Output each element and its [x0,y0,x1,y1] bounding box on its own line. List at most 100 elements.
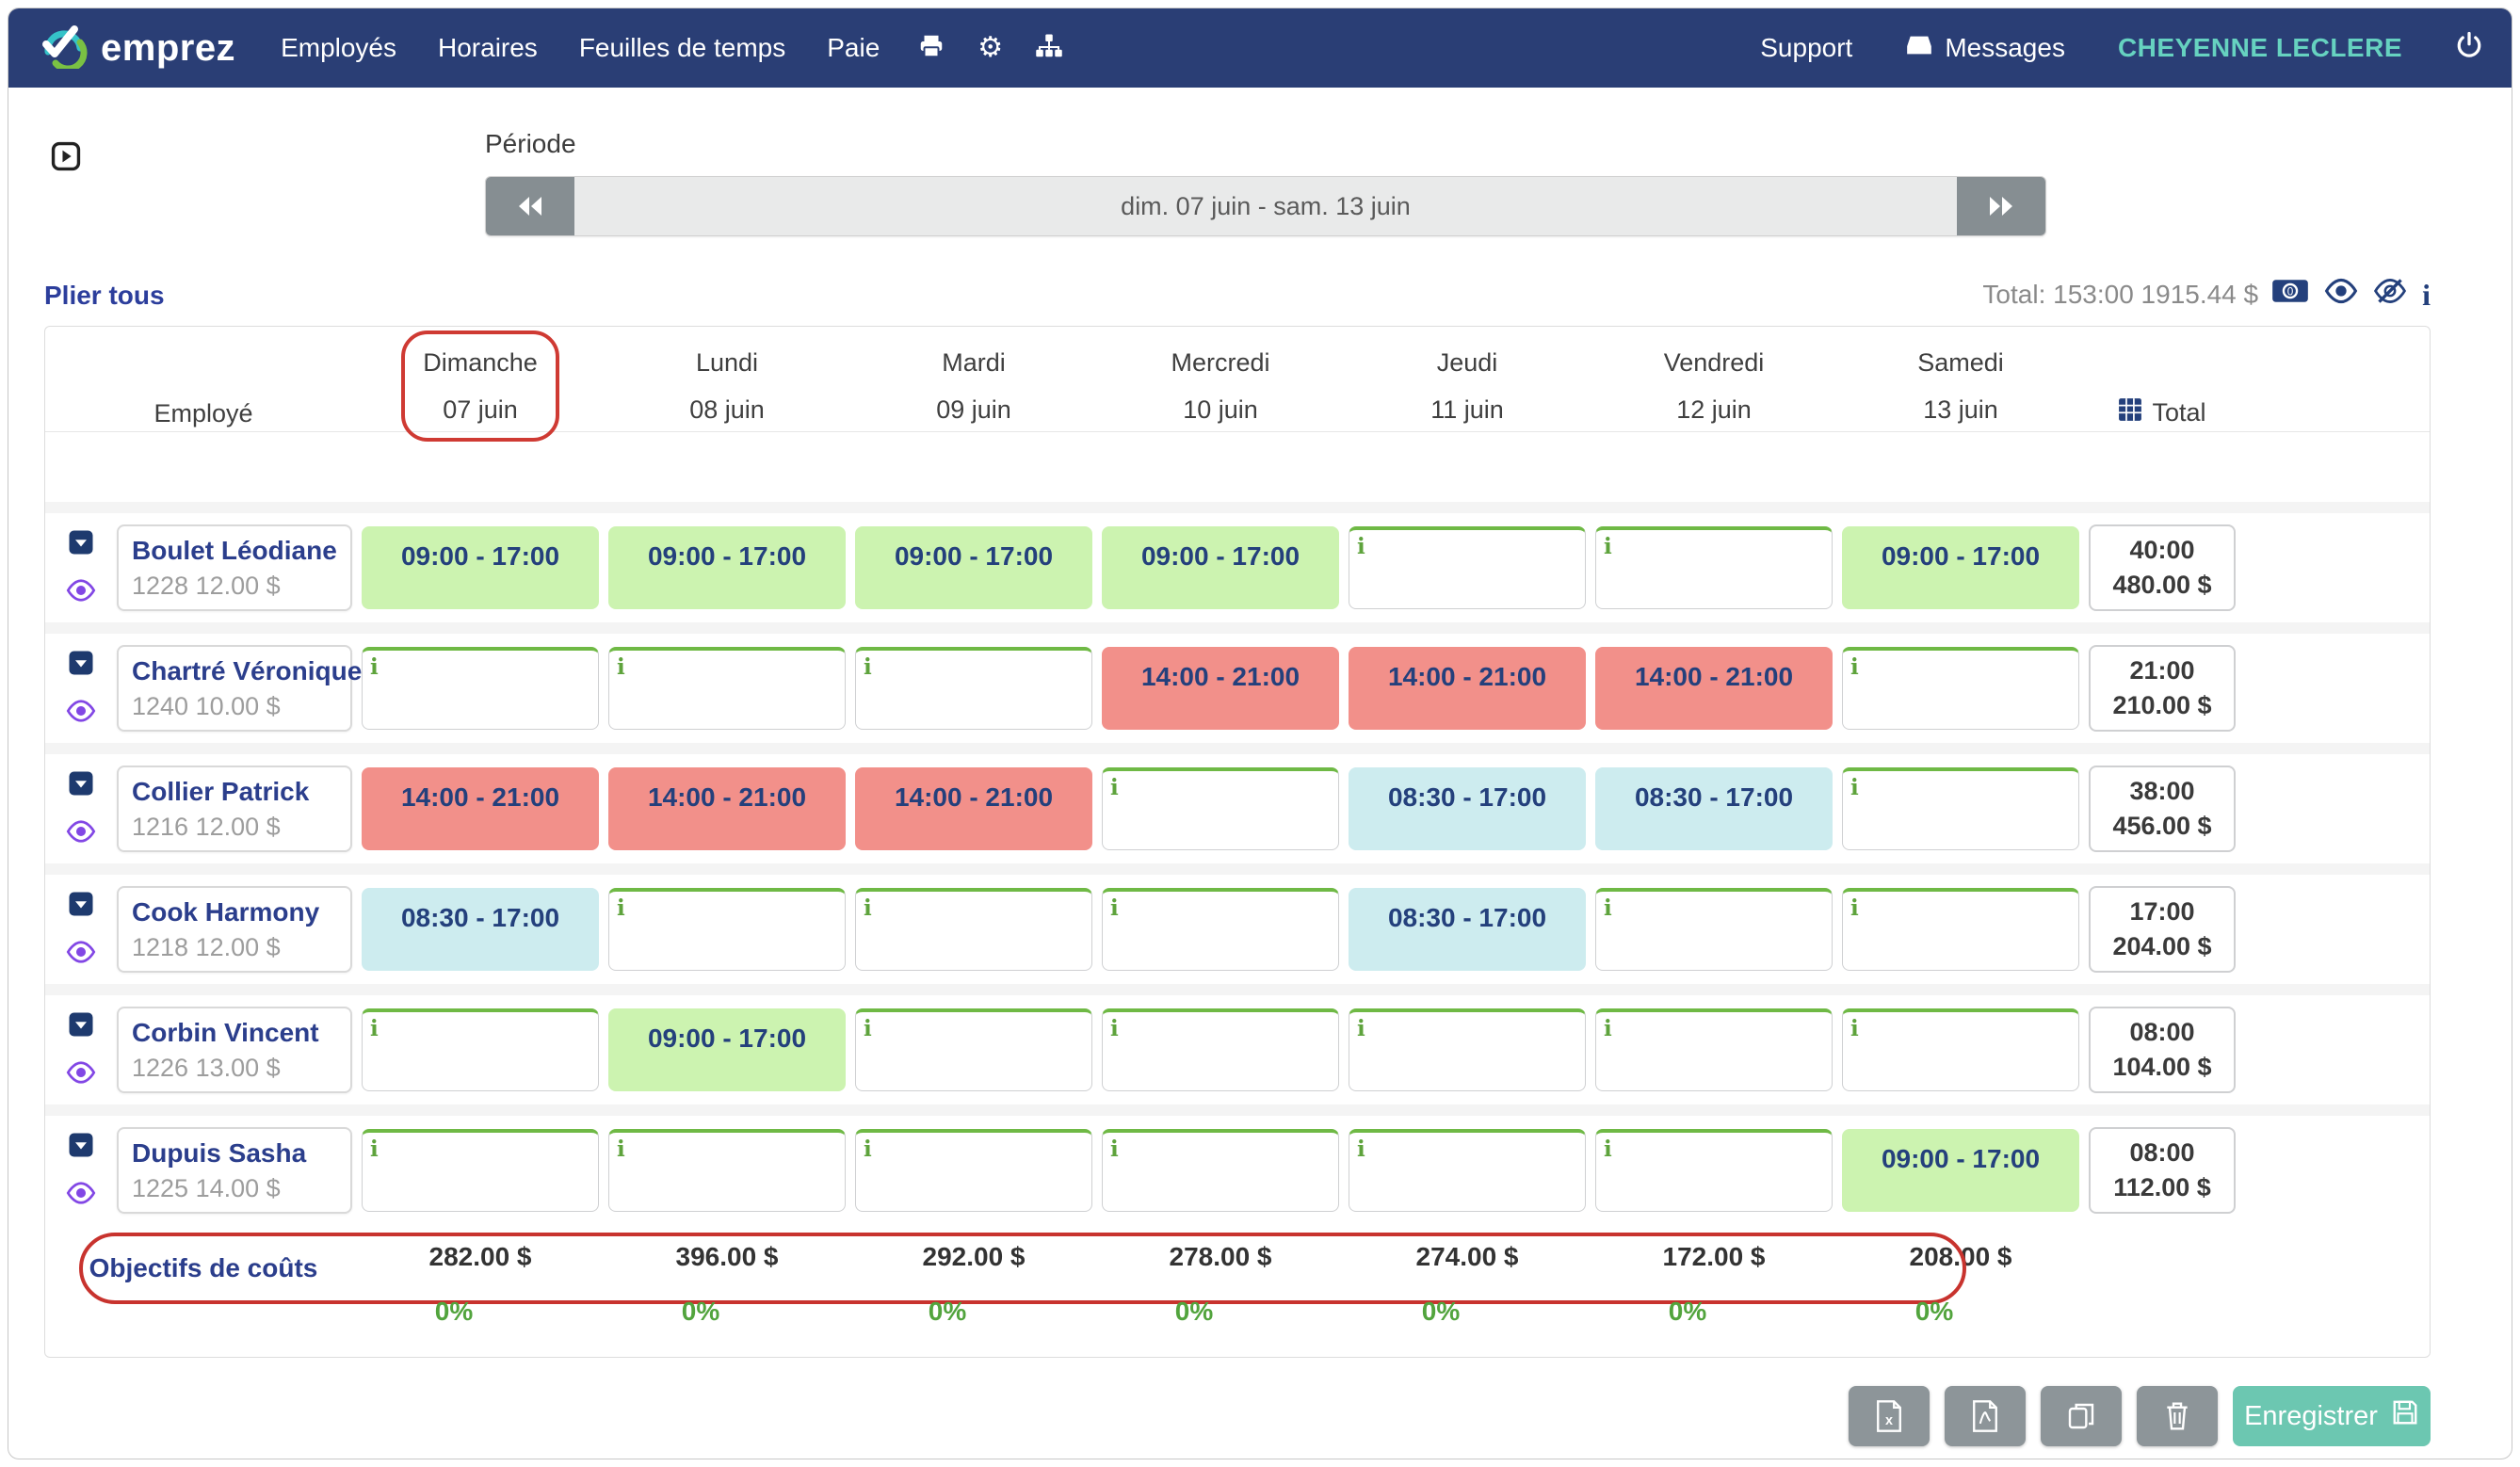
sitemap-icon[interactable] [1035,32,1063,65]
employee-card[interactable]: Boulet Léodiane 1228 12.00 $ [117,524,352,611]
shift-cell-empty[interactable]: i [1349,526,1586,609]
shift-cell[interactable]: 09:00 - 17:00 [608,526,846,609]
shift-cell[interactable]: 09:00 - 17:00 [1842,1129,2079,1212]
employee-card[interactable]: Corbin Vincent 1226 13.00 $ [117,1007,352,1093]
shift-cell[interactable]: 09:00 - 17:00 [1842,526,2079,609]
employee-card[interactable]: Chartré Véronique 1240 10.00 $ [117,645,362,732]
footer-actions: x Enregistrer [44,1386,2431,1446]
shift-cell-empty[interactable]: i [1842,1008,2079,1091]
caret-square-down-icon[interactable] [67,649,95,682]
shift-cell-empty[interactable]: i [1102,767,1339,850]
shift-cell[interactable]: 08:30 - 17:00 [362,888,599,971]
save-button[interactable]: Enregistrer [2233,1386,2431,1446]
print-icon[interactable] [917,32,945,65]
caret-square-down-icon[interactable] [67,1010,95,1043]
shift-cell[interactable]: 14:00 - 21:00 [1102,647,1339,730]
eye-purple-icon[interactable] [66,578,96,607]
shift-cell-empty[interactable]: i [1595,888,1833,971]
nav-item-feuilles[interactable]: Feuilles de temps [578,33,786,62]
shift-cell-empty[interactable]: i [1595,1129,1833,1212]
shift-cell[interactable]: 14:00 - 21:00 [855,767,1092,850]
nav-item-paie[interactable]: Paie [827,33,880,62]
delete-button[interactable] [2137,1386,2218,1446]
caret-square-down-icon[interactable] [67,1131,95,1164]
eye-icon[interactable] [2324,278,2358,311]
power-icon[interactable] [2455,31,2483,66]
copy-button[interactable] [2041,1386,2122,1446]
shift-cell-empty[interactable]: i [1595,526,1833,609]
period-next-button[interactable] [1957,177,2045,235]
shift-cell-empty[interactable]: i [362,1129,599,1212]
caret-square-down-icon[interactable] [67,769,95,802]
eye-purple-icon[interactable] [66,699,96,728]
objective-value: 208.00 $ [1909,1242,2012,1271]
objective-value: 274.00 $ [1415,1242,1519,1271]
objective-percent: 0% [1174,1297,1214,1326]
toolbar: Plier tous Total: 153:00 1915.44 $ 0 i [44,278,2431,311]
eye-slash-icon[interactable] [2373,278,2407,311]
brand[interactable]: emprez [37,24,235,73]
employee-card[interactable]: Collier Patrick 1216 12.00 $ [117,766,352,852]
shift-cell[interactable]: 14:00 - 21:00 [362,767,599,850]
caret-square-down-icon[interactable] [67,528,95,561]
row-total-amount: 112.00 $ [2113,1173,2211,1201]
employee-id-rate: 1216 12.00 $ [132,812,281,841]
info-marker-icon: i [1604,534,1612,559]
shift-cell[interactable]: 14:00 - 21:00 [1595,647,1833,730]
shift-cell-empty[interactable]: i [1102,888,1339,971]
shift-cell-empty[interactable]: i [1842,767,2079,850]
shift-cell[interactable]: 08:30 - 17:00 [1349,888,1586,971]
nav-item-messages[interactable]: Messages [1905,32,2065,65]
eye-purple-icon[interactable] [66,940,96,969]
eye-purple-icon[interactable] [66,819,96,848]
money-bill-icon[interactable]: 0 [2271,278,2309,311]
row-total-cell: 08:00 104.00 $ [2089,1007,2236,1093]
shift-cell[interactable]: 09:00 - 17:00 [608,1008,846,1091]
shift-cell-empty[interactable]: i [608,888,846,971]
employee-name: Corbin Vincent [132,1017,319,1047]
row-total-hours: 40:00 [2129,536,2195,564]
shift-cell[interactable]: 09:00 - 17:00 [362,526,599,609]
export-pdf-button[interactable] [1945,1386,2026,1446]
shift-cell-empty[interactable]: i [1842,647,2079,730]
info-marker-icon: i [370,1137,379,1162]
shift-cell-empty[interactable]: i [608,1129,846,1212]
gears-icon[interactable]: ⚙ [977,32,1004,63]
shift-cell[interactable]: 08:30 - 17:00 [1349,767,1586,850]
export-excel-button[interactable]: x [1849,1386,1930,1446]
nav-item-horaires[interactable]: Horaires [438,33,538,62]
shift-cell-empty[interactable]: i [855,888,1092,971]
shift-cell[interactable]: 14:00 - 21:00 [1349,647,1586,730]
employee-id-rate: 1218 12.00 $ [132,932,281,961]
nav-item-employes[interactable]: Employés [281,33,396,62]
period-prev-button[interactable] [486,177,574,235]
nav-item-support[interactable]: Support [1760,33,1853,62]
shift-cell-empty[interactable]: i [608,647,846,730]
shift-cell-empty[interactable]: i [1842,888,2079,971]
shift-cell-empty[interactable]: i [855,1008,1092,1091]
employee-card[interactable]: Cook Harmony 1218 12.00 $ [117,886,352,973]
row-total-hours: 08:00 [2129,1018,2195,1046]
shift-cell-empty[interactable]: i [1349,1129,1586,1212]
shift-cell[interactable]: 14:00 - 21:00 [608,767,846,850]
caret-square-down-icon[interactable] [67,890,95,923]
shift-cell[interactable]: 08:30 - 17:00 [1595,767,1833,850]
employee-card[interactable]: Dupuis Sasha 1225 14.00 $ [117,1127,352,1214]
shift-cell-empty[interactable]: i [362,647,599,730]
shift-cell-empty[interactable]: i [855,1129,1092,1212]
fold-all-link[interactable]: Plier tous [44,281,165,310]
shift-cell-empty[interactable]: i [1102,1129,1339,1212]
user-menu[interactable]: CHEYENNE LECLERE [2117,33,2402,62]
shift-cell-empty[interactable]: i [1595,1008,1833,1091]
objective-cell: 396.00 $ 0% [608,1242,846,1327]
shift-cell-empty[interactable]: i [1349,1008,1586,1091]
caret-square-right-icon[interactable] [50,140,82,177]
shift-cell[interactable]: 09:00 - 17:00 [1102,526,1339,609]
shift-cell-empty[interactable]: i [362,1008,599,1091]
shift-cell-empty[interactable]: i [1102,1008,1339,1091]
eye-purple-icon[interactable] [66,1060,96,1089]
info-icon[interactable]: i [2422,277,2431,312]
shift-cell-empty[interactable]: i [855,647,1092,730]
shift-cell[interactable]: 09:00 - 17:00 [855,526,1092,609]
eye-purple-icon[interactable] [66,1181,96,1210]
